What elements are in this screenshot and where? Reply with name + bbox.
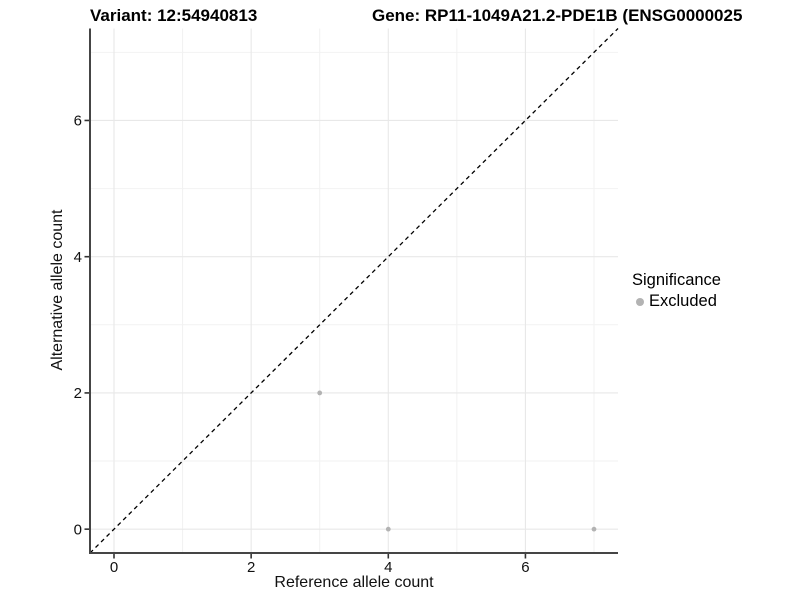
x-axis-title: Reference allele count [274, 574, 434, 591]
identity-line [89, 28, 619, 554]
y-tick-label: 4 [74, 249, 82, 266]
y-tick-label: 6 [74, 113, 82, 130]
legend-point-icon [636, 297, 644, 306]
gene-title: Gene: RP11-1049A21.2-PDE1B (ENSG0000025 [372, 6, 743, 25]
data-point [591, 526, 597, 532]
x-tick-label: 6 [521, 559, 529, 576]
legend: Significance Excluded [632, 271, 721, 311]
x-tick-label: 0 [110, 559, 118, 576]
data-point [385, 526, 391, 532]
data-point [317, 390, 323, 396]
x-tick-label: 4 [384, 559, 392, 576]
legend-entry-label: Excluded [649, 292, 717, 310]
y-tick-label: 0 [74, 521, 82, 538]
legend-title: Significance [632, 271, 721, 289]
legend-entry: Excluded [632, 292, 721, 311]
y-axis-title: Alternative allele count [49, 209, 66, 371]
legend-entries: Excluded [632, 292, 721, 311]
y-tick-label: 2 [74, 385, 82, 402]
variant-title: Variant: 12:54940813 [90, 6, 258, 25]
x-tick-label: 2 [247, 559, 255, 576]
